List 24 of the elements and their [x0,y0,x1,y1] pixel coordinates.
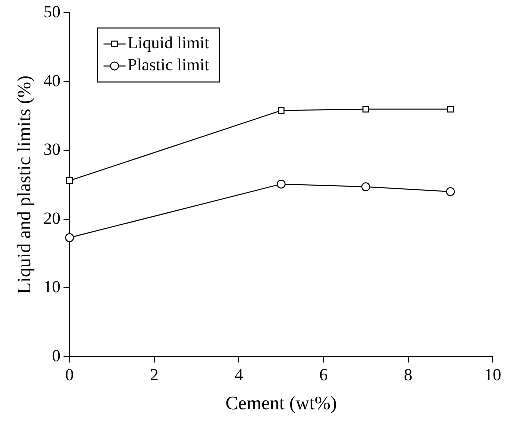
point [447,106,454,113]
x-tick-label: 0 [66,365,74,384]
x-tick-label: 10 [484,365,502,384]
y-tick-label: 20 [44,208,61,228]
point [278,107,285,114]
y-tick-label: 40 [44,71,61,90]
y-tick-label: 50 [44,2,61,22]
point [362,182,371,192]
x-tick-label: 4 [234,365,244,384]
x-tick-label: 2 [150,365,159,384]
point [362,106,370,113]
x-tick-label: 8 [404,365,413,384]
y-tick-label: 0 [52,346,61,366]
point [65,233,74,242]
legend-label: Liquid limit [128,34,210,53]
x-tick-label: 6 [319,365,328,384]
y-axis-title: Liquid and plastic limits (%) [14,76,36,294]
legend-label: Plastic limit [128,56,210,75]
point [446,187,456,196]
x-axis-title: Cement (wt%) [226,394,338,415]
y-tick-label: 30 [44,140,61,160]
y-tick-label: 10 [44,278,61,297]
point [66,178,74,184]
point [276,180,286,189]
